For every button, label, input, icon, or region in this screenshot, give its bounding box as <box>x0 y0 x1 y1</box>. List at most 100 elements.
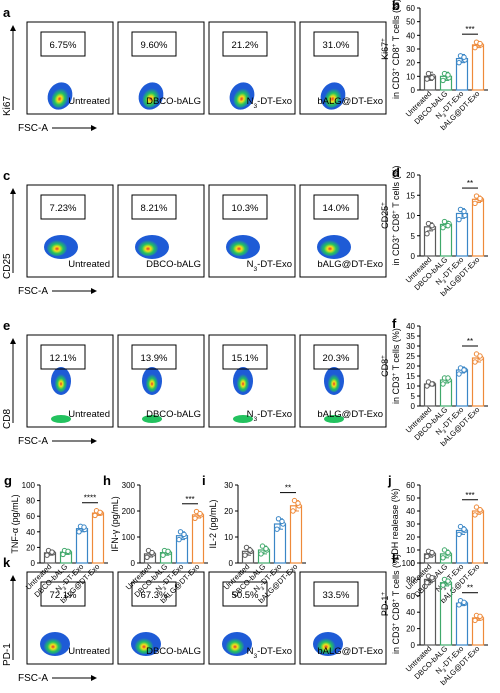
data-point <box>181 531 187 538</box>
text-run: N <box>434 111 444 121</box>
y-tick-label: 80 <box>406 575 415 584</box>
panel-letter: e <box>3 318 10 333</box>
y-axis-label: TNF-α (pg/mL) <box>10 494 20 553</box>
data-point <box>440 555 446 561</box>
superscript: + <box>391 598 398 602</box>
text-run: CD8 <box>391 47 401 68</box>
bar <box>91 512 105 564</box>
y-tick-label: 200 <box>122 507 136 516</box>
data-point <box>424 579 430 586</box>
text-run: T cells (%) <box>391 165 401 210</box>
y-tick-label: 30 <box>406 342 415 351</box>
gate-percent: 8.21% <box>141 203 168 214</box>
subscript: 3 <box>442 586 448 592</box>
bar <box>471 510 485 564</box>
y-tick-label: 10 <box>406 382 415 391</box>
gate-box <box>40 194 86 220</box>
significance-label: *** <box>185 495 194 504</box>
y-tick-label: 0 <box>411 86 416 95</box>
y-tick-label: 10 <box>406 546 415 555</box>
text-run: T cells (%) <box>391 0 401 44</box>
subscript: 3 <box>253 266 257 273</box>
gate-percent: 21.2% <box>232 40 259 51</box>
gate-box <box>40 581 86 607</box>
data-point <box>424 76 430 82</box>
data-point <box>441 218 448 225</box>
text-run: T cells (%) <box>391 554 401 599</box>
data-point <box>456 216 462 223</box>
condition-label: Untreated <box>68 409 110 420</box>
data-point <box>472 200 478 207</box>
density-core <box>324 88 342 108</box>
data-point <box>429 381 435 387</box>
data-point <box>144 554 150 560</box>
text-run: CD8 <box>380 359 390 377</box>
bar <box>471 44 485 91</box>
data-point <box>477 353 483 359</box>
flow-plot: 50.5%N3-DT-Exo <box>208 571 296 665</box>
flow-plot: 10.3% N3-DT-Exo <box>208 184 296 278</box>
flow-row-k: k PD-1 FSC-A 72.1% Untreated 67.3% DBCO-bALG 50… <box>2 555 387 684</box>
data-point <box>295 500 301 506</box>
data-point <box>243 544 250 551</box>
data-point <box>424 553 430 560</box>
data-point <box>192 515 198 521</box>
y-tick-label: 5 <box>411 232 416 241</box>
y-axis-label: in CD3+ CD8+ T cells (%) <box>391 554 402 654</box>
y-tick-label: 15 <box>406 372 415 381</box>
gate-box <box>222 344 268 370</box>
text-run: DBCO-bALG <box>146 646 201 657</box>
x-axis-label: FSC-A <box>18 673 48 684</box>
condition-label: Untreated <box>68 259 110 270</box>
y-tick-label: 40 <box>26 528 35 537</box>
text-run: N <box>434 427 444 437</box>
data-point <box>461 54 467 60</box>
y-axis-label: LDH realease (%) <box>390 488 400 560</box>
text-run: in CD3 <box>391 376 401 404</box>
significance-label: ** <box>467 337 473 346</box>
gate-percent: 13.9% <box>141 353 168 364</box>
y-tick-label: 60 <box>406 481 415 490</box>
data-point <box>445 549 451 556</box>
data-point <box>461 208 467 215</box>
significance-label: ** <box>285 484 291 493</box>
x-axis-label: FSC-A <box>18 286 48 297</box>
flow-row-c: c CD25 FSC-A 7.23% Untreated 8.21% DBCO-bALG 10… <box>2 168 387 297</box>
text-run: PD-1 <box>380 596 390 617</box>
flow-plot: 6.75% Untreated <box>26 21 114 115</box>
data-point <box>274 526 280 532</box>
subscript: 3 <box>253 103 257 110</box>
condition-label: Untreated <box>68 96 110 107</box>
significance-label: **** <box>84 494 96 503</box>
data-point <box>445 72 451 78</box>
data-point <box>472 617 478 624</box>
text-run: LDH realease (%) <box>390 488 400 560</box>
y-axis-label: IFN-γ (pg/mL) <box>110 496 120 552</box>
text-run: -DT-Exo <box>257 409 292 420</box>
flow-plot: 12.1% Untreated <box>26 334 114 428</box>
data-point <box>461 526 467 532</box>
subscript: 3 <box>62 586 68 592</box>
gate-percent: 14.0% <box>323 203 350 214</box>
density-core <box>320 240 340 256</box>
y-tick-label: 0 <box>411 559 416 568</box>
density-core <box>328 374 340 392</box>
data-point <box>44 552 50 558</box>
text-run: CD8 <box>391 602 401 623</box>
y-tick-label: 10 <box>406 212 415 221</box>
subscript: 3 <box>162 586 168 592</box>
y-tick-label: 20 <box>406 59 415 68</box>
condition-label: Untreated <box>68 646 110 657</box>
density-bottom <box>233 415 253 423</box>
text-run: bALG@DT-Exo <box>317 96 383 107</box>
y-tick-label: 0 <box>411 641 416 650</box>
text-run: DBCO-bALG <box>146 96 201 107</box>
flow-plot: 31.0% bALG@DT-Exo <box>299 21 387 115</box>
text-run: N <box>434 584 444 594</box>
y-tick-label: 10 <box>406 72 415 81</box>
text-run: -DT-Exo <box>257 96 292 107</box>
y-tick-label: 20 <box>406 171 415 180</box>
text-run: Untreated <box>68 409 110 420</box>
